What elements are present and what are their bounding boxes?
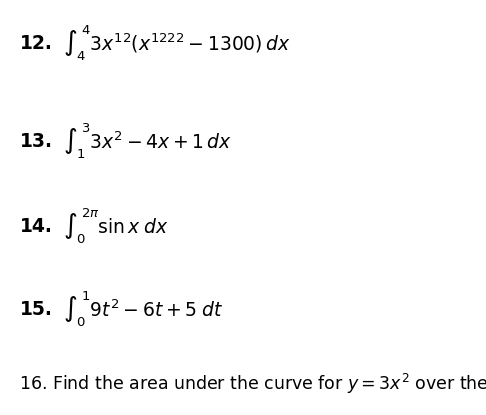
Text: 12.: 12.	[19, 34, 52, 53]
Text: 16. Find the area under the curve for $y = 3x^2$ over the interval [2,5].: 16. Find the area under the curve for $y…	[19, 372, 486, 396]
Text: 15.: 15.	[19, 300, 52, 319]
Text: $\int_0^{\,2\pi} \sin x\; dx$: $\int_0^{\,2\pi} \sin x\; dx$	[63, 206, 169, 246]
Text: 14.: 14.	[19, 217, 52, 236]
Text: $\int_1^{\,3} 3x^2 - 4x + 1\, dx$: $\int_1^{\,3} 3x^2 - 4x + 1\, dx$	[63, 121, 232, 161]
Text: 13.: 13.	[19, 132, 52, 151]
Text: $\int_0^{\,1} 9t^2 - 6t + 5\; dt$: $\int_0^{\,1} 9t^2 - 6t + 5\; dt$	[63, 289, 224, 329]
Text: $\int_4^{\,4} 3x^{12}(x^{1222} - 1300)\, dx$: $\int_4^{\,4} 3x^{12}(x^{1222} - 1300)\,…	[63, 24, 291, 63]
